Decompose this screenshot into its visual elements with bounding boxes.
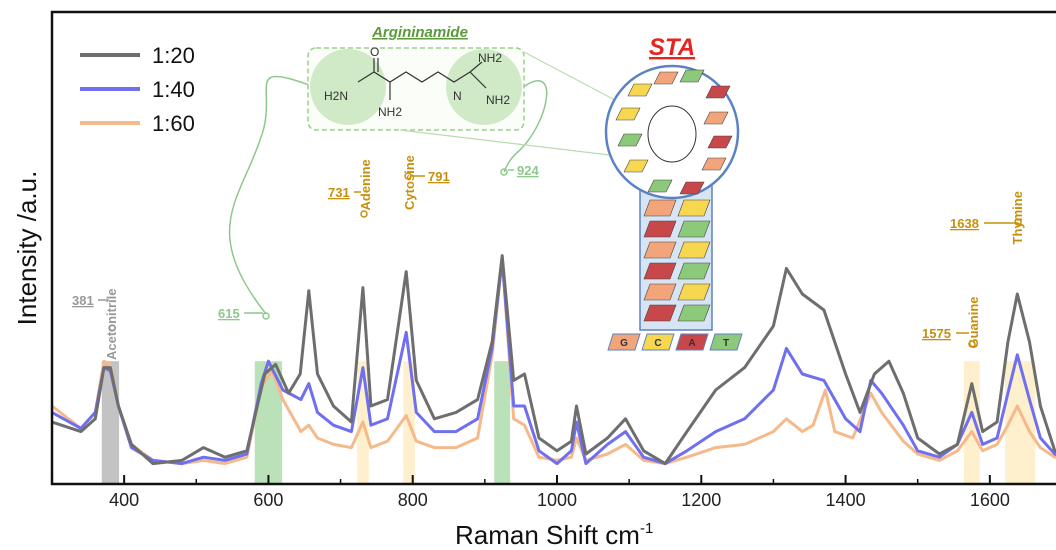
band-381 xyxy=(101,361,120,484)
x-tick-label-1200: 1200 xyxy=(681,490,721,510)
molecule-skeleton xyxy=(357,71,471,83)
label-guan-n: N xyxy=(453,89,462,103)
sta-column-tile xyxy=(643,220,677,238)
series-line-1-40 xyxy=(52,257,1056,466)
sta-tile xyxy=(705,85,731,99)
series-line-1-20 xyxy=(52,254,1056,466)
sta-column-tile xyxy=(643,304,677,322)
sta-column-tile xyxy=(643,283,677,301)
base-tile-G xyxy=(607,333,641,351)
sta-schematic: STA G C A T xyxy=(604,34,743,351)
annotation-value-791: 791 xyxy=(428,169,450,184)
sta-tile xyxy=(701,157,727,171)
highlight-bands xyxy=(101,361,1036,484)
sta-center-molecule xyxy=(647,105,697,163)
annotation-value-1575: 1575 xyxy=(922,326,951,341)
annotation-marker-381 xyxy=(108,324,116,332)
x-tick-label-1000: 1000 xyxy=(537,490,577,510)
inset-curve-924 xyxy=(503,80,548,173)
x-tick-label-400: 400 xyxy=(109,490,139,510)
base-tile-A xyxy=(675,333,709,351)
base-tile-T xyxy=(709,333,743,351)
legend: 1:20 1:40 1:60 xyxy=(80,43,195,136)
sta-column-tile xyxy=(677,241,711,259)
series-line-1-60 xyxy=(52,257,1056,466)
sta-tile xyxy=(627,83,653,97)
annotation-marker-1638 xyxy=(1014,218,1022,226)
series-layer xyxy=(52,254,1056,466)
argininamide-title: Argininamide xyxy=(371,24,468,41)
base-label-C: C xyxy=(654,338,661,349)
plot-frame xyxy=(50,10,1056,486)
sta-tile xyxy=(623,159,649,173)
base-label-A: A xyxy=(688,338,695,349)
legend-label-1-60: 1:60 xyxy=(152,111,195,136)
legend-label-1-20: 1:20 xyxy=(152,43,195,68)
annotation-marker-791 xyxy=(404,172,412,180)
sta-column-tile xyxy=(677,262,711,280)
sta-column-tile xyxy=(643,241,677,259)
x-axis: 400 600 800 1000 1200 1400 1600 xyxy=(51,475,1010,510)
sta-tile xyxy=(679,181,705,195)
sta-column-tile xyxy=(677,283,711,301)
sta-tile xyxy=(679,69,705,83)
amide-highlight-circle xyxy=(310,49,386,125)
base-label-T: T xyxy=(723,338,729,349)
label-guan-nh2-right: NH2 xyxy=(486,93,510,107)
sta-tile xyxy=(615,107,641,121)
sta-tiles xyxy=(615,69,733,322)
annotation-name-1575: Guanine xyxy=(966,296,981,348)
annotation-value-924: 924 xyxy=(517,163,539,178)
y-axis-title: Intensity /a.u. xyxy=(12,171,42,326)
guanidine-bond-up xyxy=(469,61,483,73)
annotation-value-615: 615 xyxy=(218,306,240,321)
x-axis-title-superscript: -1 xyxy=(640,520,653,537)
annotation-marker-731 xyxy=(360,210,368,218)
guanidine-highlight-circle xyxy=(446,49,522,125)
inset-connector-bottom xyxy=(399,129,619,157)
sta-column-tile xyxy=(677,220,711,238)
sta-tile xyxy=(647,179,673,193)
sta-column-tile xyxy=(643,199,677,217)
label-guan-nh2-top: NH2 xyxy=(478,51,502,65)
inset-connector-top xyxy=(523,51,631,109)
band-924 xyxy=(494,361,511,484)
x-tick-label-600: 600 xyxy=(253,490,283,510)
sta-tile xyxy=(617,133,643,147)
base-tile-C xyxy=(641,333,675,351)
label-oxygen: O xyxy=(370,45,379,59)
band-1575 xyxy=(963,361,980,484)
annotation-name-381: Acetonitrile xyxy=(104,288,119,360)
argininamide-inset: Argininamide O H2N NH2 NH2 N NH2 xyxy=(307,24,631,157)
annotation-value-731: 731 xyxy=(328,185,350,200)
label-amide-nh2: H2N xyxy=(324,89,348,103)
annotation-value-381: 381 xyxy=(72,293,94,308)
legend-label-1-40: 1:40 xyxy=(152,77,195,102)
x-tick-label-1400: 1400 xyxy=(826,490,866,510)
x-tick-label-800: 800 xyxy=(398,490,428,510)
guanidine-bond-down xyxy=(469,71,487,89)
sta-tile xyxy=(653,71,679,85)
sta-column-tile xyxy=(677,199,711,217)
sta-tile xyxy=(707,135,733,149)
band-annotations: 381 Acetonitrile 615 731 Adenine 791 Cytosine 9… xyxy=(72,75,1025,360)
sta-tile xyxy=(703,111,729,125)
annotation-name-1638: Thymine xyxy=(1010,191,1025,244)
sta-label: STA xyxy=(649,34,695,61)
annotation-name-731: Adenine xyxy=(358,159,373,210)
annotation-marker-1575 xyxy=(968,340,976,348)
sta-column-tile xyxy=(643,262,677,280)
x-tick-label-1600: 1600 xyxy=(970,490,1010,510)
sta-column-tile xyxy=(677,304,711,322)
x-axis-title: Raman Shift cm-1 xyxy=(455,520,653,550)
inset-curve-615 xyxy=(228,75,313,315)
annotation-value-1638: 1638 xyxy=(950,216,979,231)
base-label-G: G xyxy=(620,338,628,349)
label-alpha-nh2: NH2 xyxy=(378,105,402,119)
annotation-name-791: Cytosine xyxy=(402,155,417,210)
